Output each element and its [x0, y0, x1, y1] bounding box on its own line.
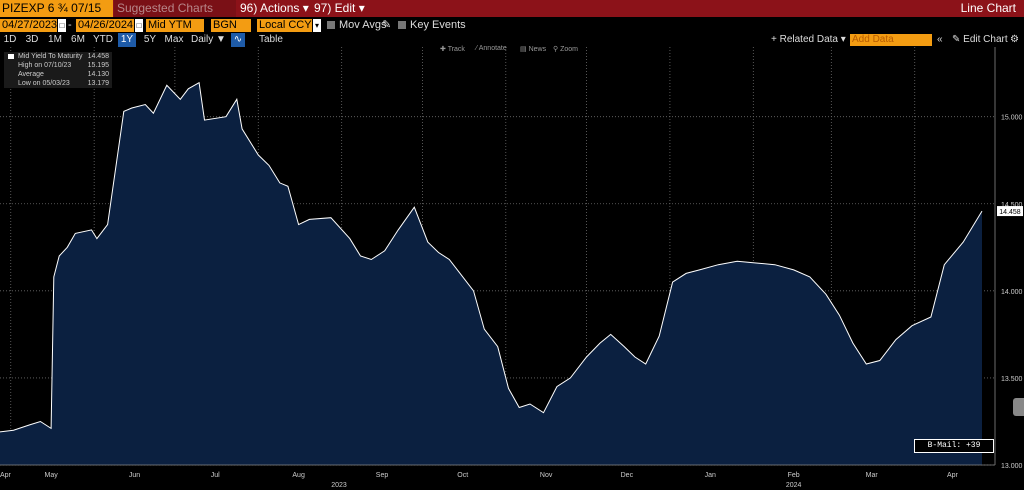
legend-average-row: Average 14.130 [4, 70, 112, 79]
x-tick-label: Jul [211, 472, 220, 479]
tf-1d[interactable]: 1D [3, 34, 17, 45]
legend-low-value: 13.179 [87, 80, 109, 87]
annotate-label: Annotate [478, 45, 507, 52]
header-bar: PIZEXP 6 ¾ 07/15 Suggested Charts 96) Ac… [0, 0, 1024, 17]
x-tick-label: Feb [788, 472, 800, 479]
pencil-icon[interactable]: ✎ [382, 19, 392, 31]
related-data-menu[interactable]: + Related Data ▾ [771, 34, 846, 45]
currency-dropdown-icon[interactable]: ▾ [313, 19, 321, 32]
legend-series-value: 14.458 [87, 53, 109, 60]
series-swatch [8, 54, 14, 59]
edit-menu[interactable]: 97) Edit ▾ [314, 1, 365, 15]
security-ticker[interactable]: PIZEXP 6 ¾ 07/15 [0, 0, 113, 17]
timeframe-bar: 1D 3D 1M 6M YTD 1Y 5Y Max Daily ▼ ∿ Tabl… [0, 33, 1024, 47]
news-label: News [528, 46, 547, 53]
source-selector[interactable]: BGN [211, 19, 251, 32]
table-button[interactable]: Table [259, 34, 283, 45]
yield-line [0, 81, 983, 433]
chart-mode-icon[interactable]: ∿ [231, 33, 245, 47]
y-tick-label: 13.500 [1001, 376, 1023, 383]
legend-average-value: 14.130 [87, 71, 109, 78]
start-date-calendar-icon[interactable]: □ [58, 19, 66, 32]
actions-menu[interactable]: 96) Actions ▾ [240, 1, 309, 15]
field-selector[interactable]: Mid YTM [146, 19, 204, 32]
zoom-label: Zoom [560, 46, 578, 53]
news-tool[interactable]: ▤ News [520, 46, 547, 53]
chart-type-title: Line Chart [960, 1, 1016, 15]
chart-legend: Mid Yield To Maturity 14.458 High on 07/1… [4, 52, 112, 88]
x-tick-label: Dec [621, 472, 634, 479]
tf-5y[interactable]: 5Y [143, 34, 157, 45]
collapse-icon[interactable]: « [937, 34, 943, 45]
legend-high-label: High on 07/10/23 [18, 62, 72, 69]
tf-max[interactable]: Max [164, 34, 184, 45]
x-tick-label: May [45, 472, 59, 479]
track-label: Track [447, 46, 465, 53]
last-value-box [997, 206, 1023, 217]
tf-1m[interactable]: 1M [48, 34, 62, 45]
bmail-badge[interactable]: B-Mail: +39 [914, 439, 994, 453]
start-date-field[interactable]: 04/27/2023 [0, 19, 58, 32]
key-events-label[interactable]: Key Events [410, 19, 466, 31]
currency-selector[interactable]: Local CCY [257, 19, 312, 32]
side-panel-tab[interactable] [1013, 398, 1024, 416]
axes: 13.000 13.500 14.000 14.500 15.000 Apr May Jun J… [0, 47, 1023, 489]
suggested-charts-button[interactable]: Suggested Charts [114, 0, 236, 17]
year-label: 2024 [786, 482, 802, 489]
key-events-checkbox[interactable] [398, 21, 406, 29]
legend-low-row: Low on 05/03/23 13.179 [4, 79, 112, 88]
y-tick-label: 15.000 [1001, 115, 1023, 122]
gear-icon[interactable]: ⚙ [1010, 34, 1019, 45]
end-date-calendar-icon[interactable]: □ [135, 19, 143, 32]
year-label: 2023 [331, 482, 347, 489]
x-tick-label: Oct [457, 472, 468, 479]
tf-3d[interactable]: 3D [25, 34, 39, 45]
legend-low-label: Low on 05/03/23 [18, 80, 70, 87]
x-tick-label: Aug [292, 472, 305, 479]
tf-6m[interactable]: 6M [71, 34, 85, 45]
x-tick-label: Jan [705, 472, 716, 479]
y-tick-label: 14.000 [1001, 289, 1023, 296]
mov-avgs-checkbox[interactable] [327, 21, 335, 29]
x-tick-label: Jun [129, 472, 140, 479]
mov-avgs-label[interactable]: Mov Avgs [339, 19, 387, 31]
y-tick-label: 13.000 [1001, 463, 1023, 470]
tf-ytd[interactable]: YTD [93, 34, 113, 45]
edit-chart-button[interactable]: ✎ Edit Chart [952, 34, 1008, 45]
legend-series-row: Mid Yield To Maturity 14.458 [4, 52, 112, 61]
add-data-input[interactable]: Add Data [850, 34, 932, 46]
y-tick-label: 14.500 [1001, 202, 1023, 209]
annotate-tool[interactable]: ⁄ Annotate [476, 45, 507, 52]
x-tick-label: Mar [866, 472, 879, 479]
legend-series-label: Mid Yield To Maturity [18, 53, 83, 60]
tf-1y[interactable]: 1Y [118, 33, 136, 47]
legend-average-label: Average [18, 71, 44, 78]
legend-high-row: High on 07/10/23 15.195 [4, 61, 112, 70]
field-bar: 04/27/2023 □ - 04/26/2024 □ Mid YTM BGN … [0, 18, 1024, 33]
x-tick-label: Apr [947, 472, 959, 479]
x-tick-label: Apr [0, 472, 11, 479]
periodicity-dropdown[interactable]: Daily ▼ [191, 34, 226, 45]
x-tick-label: Nov [540, 472, 553, 479]
date-separator: - [68, 19, 72, 31]
x-tick-label: Sep [376, 472, 389, 479]
last-value-label: 14.458 [999, 209, 1021, 216]
zoom-tool[interactable]: ⚲ Zoom [553, 46, 578, 53]
end-date-field[interactable]: 04/26/2024 [76, 19, 134, 32]
legend-high-value: 15.195 [87, 62, 109, 69]
line-chart[interactable]: 13.000 13.500 14.000 14.500 15.000 Apr May Jun J… [0, 47, 1024, 490]
track-tool[interactable]: ✚ Track [440, 46, 465, 53]
yield-area [0, 82, 982, 465]
